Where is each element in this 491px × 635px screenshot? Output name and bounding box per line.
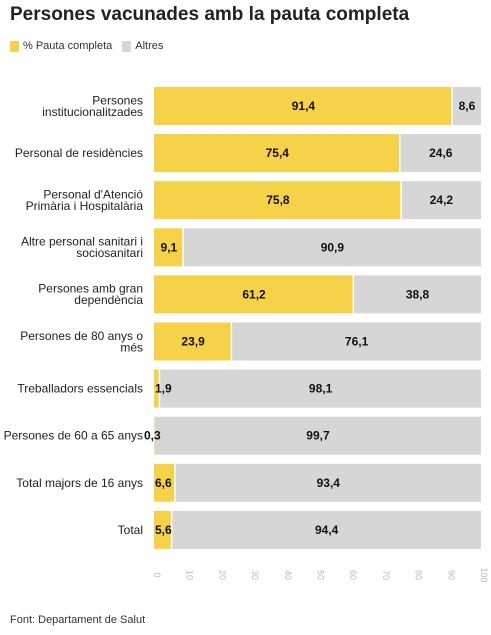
category-label: Treballadors essencials <box>17 382 143 396</box>
legend-item-pauta-completa: % Pauta completa <box>10 40 112 52</box>
category-label: Personal de residències <box>15 146 143 160</box>
x-tick-label: 0 <box>152 572 162 577</box>
category-label: institucionalitzades <box>42 105 143 119</box>
x-tick-label: 30 <box>250 570 260 580</box>
bar-segment-pauta-completa <box>154 369 159 408</box>
data-label-altres: 99,7 <box>306 429 330 443</box>
bar-segment-altres <box>175 463 481 502</box>
chart-legend: % Pauta completa Altres <box>10 40 173 52</box>
category-label: Persones <box>92 93 143 107</box>
category-label: Persones de 80 anys o <box>20 329 143 343</box>
category-label: sociosanitari <box>76 246 143 260</box>
data-label-altres: 38,8 <box>406 287 430 301</box>
data-label-pauta-completa: 23,9 <box>181 335 205 349</box>
category-label: Personal d'Atenció <box>43 187 143 201</box>
legend-label-altres: Altres <box>135 40 164 52</box>
bar-segment-pauta-completa <box>154 228 183 267</box>
data-label-pauta-completa: 75,8 <box>266 193 290 207</box>
category-label: Altre personal sanitari i <box>21 235 143 249</box>
chart-title: Persones vacunades amb la pauta completa <box>10 4 410 25</box>
bar-segment-altres <box>452 87 481 125</box>
data-label-altres: 94,4 <box>315 523 339 537</box>
category-label: Persones de 60 a 65 anys <box>4 429 143 443</box>
data-label-altres: 8,6 <box>459 99 476 113</box>
legend-label-pauta-completa: % Pauta completa <box>23 40 113 52</box>
source-note: Font: Departament de Salut <box>10 614 146 626</box>
x-tick-label: 100 <box>479 567 489 582</box>
data-label-altres: 98,1 <box>309 382 333 396</box>
bar-segment-altres <box>160 369 481 408</box>
data-label-pauta-completa: 1,9 <box>155 382 172 396</box>
data-label-pauta-completa: 91,4 <box>292 99 316 113</box>
category-label: dependència <box>74 293 143 307</box>
x-tick-label: 50 <box>316 570 326 580</box>
x-tick-label: 70 <box>381 570 391 580</box>
legend-swatch-altres <box>122 40 132 52</box>
legend-item-altres: Altres <box>122 40 163 52</box>
x-tick-label: 40 <box>283 570 293 580</box>
bar-segment-pauta-completa <box>154 463 175 502</box>
bar-segment-pauta-completa <box>154 275 353 314</box>
data-label-pauta-completa: 5,6 <box>155 523 172 537</box>
data-label-pauta-completa: 6,6 <box>155 476 172 490</box>
legend-swatch-pauta-completa <box>10 40 19 52</box>
category-label: Persones amb gran <box>38 282 143 296</box>
bar-segment-altres <box>183 228 481 267</box>
category-label: Primària i Hospitalària <box>26 199 144 213</box>
x-tick-label: 20 <box>217 570 227 580</box>
bar-segment-pauta-completa <box>154 181 401 220</box>
bar-segment-pauta-completa <box>154 322 231 361</box>
bar-segment-pauta-completa <box>154 134 400 173</box>
data-label-altres: 90,9 <box>321 240 345 254</box>
data-label-pauta-completa: 75,4 <box>266 146 290 160</box>
x-tick-label: 80 <box>414 570 424 580</box>
data-label-pauta-completa: 0,3 <box>144 429 161 443</box>
data-label-altres: 76,1 <box>345 335 369 349</box>
bar-segment-pauta-completa <box>154 87 452 125</box>
bar-segment-altres <box>354 275 481 314</box>
bar-segment-altres <box>232 322 481 361</box>
bar-segment-pauta-completa <box>154 416 155 455</box>
bar-segment-altres <box>172 510 481 549</box>
x-tick-label: 60 <box>348 570 358 580</box>
bar-segment-altres <box>401 181 481 220</box>
data-label-altres: 93,4 <box>317 476 341 490</box>
category-label: Total majors de 16 anys <box>16 476 143 490</box>
data-label-pauta-completa: 9,1 <box>161 240 178 254</box>
x-tick-label: 90 <box>446 570 456 580</box>
data-label-altres: 24,2 <box>430 193 454 207</box>
x-tick-label: 10 <box>185 570 195 580</box>
category-label: Total <box>118 523 143 537</box>
bar-segment-pauta-completa <box>154 510 171 549</box>
category-label: més <box>120 340 143 354</box>
bar-segment-altres <box>400 134 481 173</box>
data-label-pauta-completa: 61,2 <box>242 287 266 301</box>
bar-segment-altres <box>154 416 481 455</box>
data-label-altres: 24,6 <box>429 146 453 160</box>
